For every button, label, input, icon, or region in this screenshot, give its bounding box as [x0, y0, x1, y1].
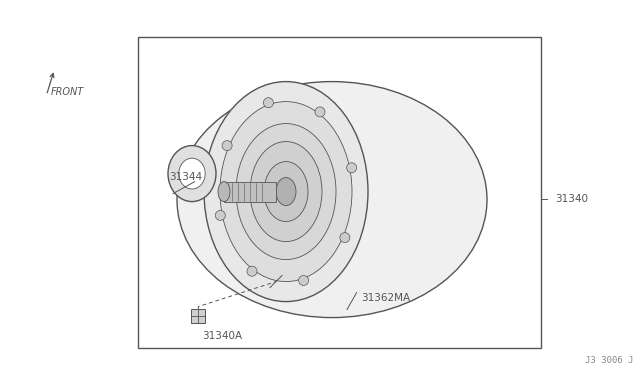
Ellipse shape	[299, 275, 308, 285]
Ellipse shape	[168, 145, 216, 202]
Text: 31340: 31340	[555, 194, 588, 204]
Ellipse shape	[340, 232, 350, 243]
Ellipse shape	[222, 141, 232, 151]
Ellipse shape	[179, 158, 205, 189]
Ellipse shape	[218, 182, 230, 202]
Text: 31340A: 31340A	[202, 331, 243, 341]
Text: 31362MA: 31362MA	[362, 293, 411, 302]
Ellipse shape	[276, 177, 296, 206]
Ellipse shape	[177, 81, 487, 318]
Ellipse shape	[236, 124, 336, 260]
Bar	[138, 37, 541, 348]
Text: 31344: 31344	[170, 172, 203, 182]
Text: J3 3006 J: J3 3006 J	[585, 356, 634, 365]
Ellipse shape	[347, 163, 356, 173]
Ellipse shape	[204, 81, 368, 302]
Ellipse shape	[247, 266, 257, 276]
Text: FRONT: FRONT	[51, 87, 84, 97]
Ellipse shape	[250, 142, 322, 241]
Ellipse shape	[315, 107, 325, 117]
Ellipse shape	[264, 161, 308, 222]
Ellipse shape	[215, 211, 225, 220]
Bar	[224, 182, 276, 202]
Ellipse shape	[264, 98, 273, 108]
Ellipse shape	[220, 102, 352, 282]
FancyBboxPatch shape	[191, 309, 205, 323]
